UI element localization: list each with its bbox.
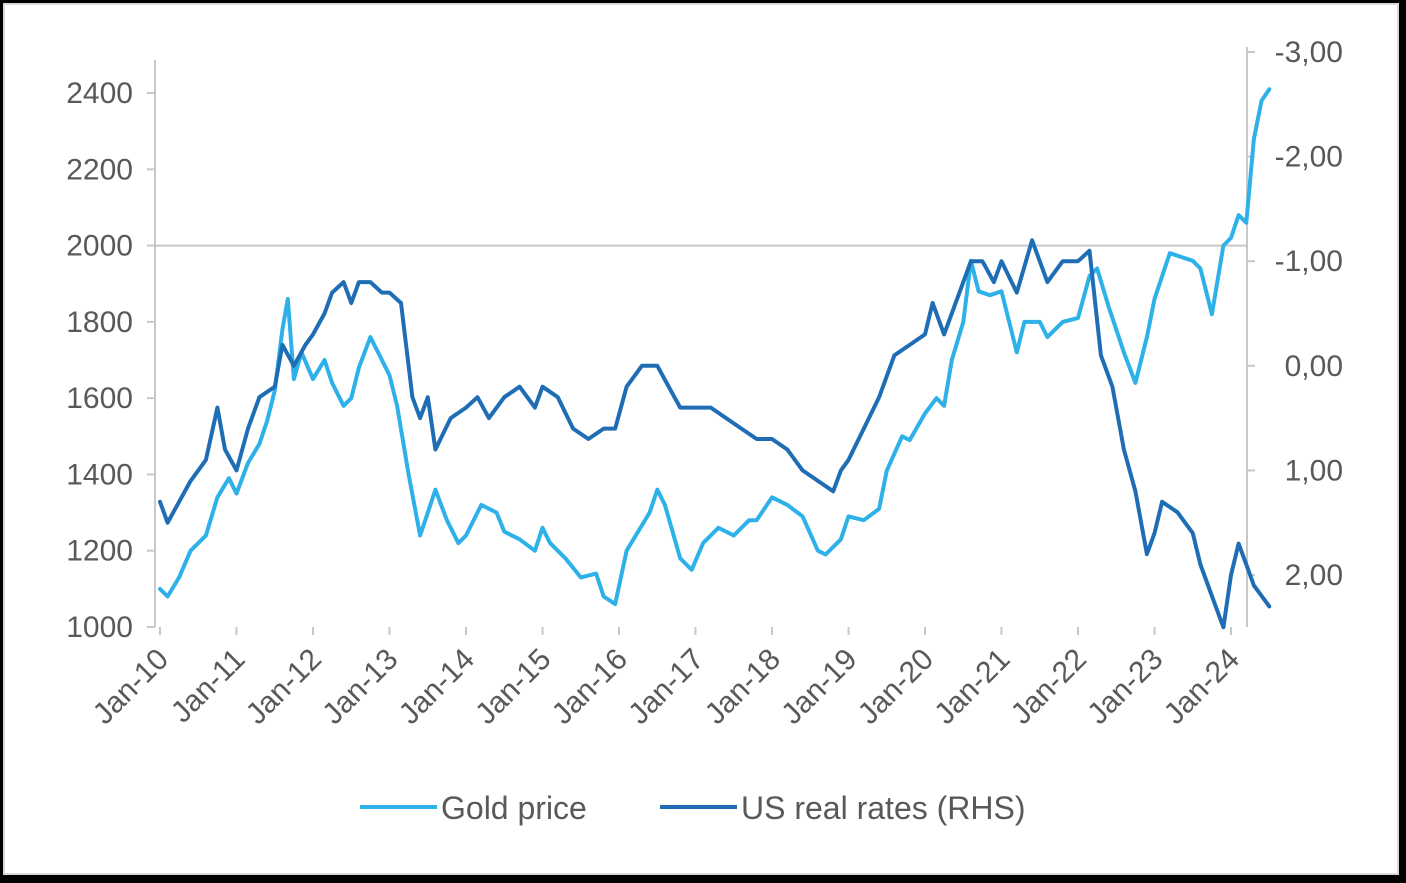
x-tick-label: Jan-24 bbox=[1158, 643, 1246, 731]
x-tick-label: Jan-20 bbox=[852, 643, 940, 731]
right-tick-label: -2,00 bbox=[1275, 141, 1343, 174]
x-tick-label: Jan-21 bbox=[928, 643, 1016, 731]
x-tick-label: Jan-11 bbox=[165, 643, 252, 730]
right-axis-ticks: 2,00 1,00 0,00 -1,00 -2,00 -3,00 bbox=[1247, 36, 1343, 592]
left-tick-label: 1200 bbox=[66, 535, 133, 568]
x-tick-label: Jan-13 bbox=[316, 643, 404, 731]
x-tick-label: Jan-18 bbox=[699, 643, 787, 731]
x-tick-label: Jan-23 bbox=[1081, 643, 1169, 731]
series-layer bbox=[158, 87, 1272, 630]
x-tick-label: Jan-14 bbox=[393, 643, 481, 731]
left-tick-label: 1400 bbox=[66, 458, 133, 491]
left-tick-label: 2400 bbox=[66, 77, 133, 110]
legend-label-us-real-rates: US real rates (RHS) bbox=[741, 790, 1026, 826]
left-tick-label: 1800 bbox=[66, 306, 133, 339]
x-tick-label: Jan-19 bbox=[775, 643, 863, 731]
chart-frame: 1000 1200 1400 1600 1800 2000 2200 2400 2,00 1,0… bbox=[3, 3, 1399, 875]
left-tick-label: 2000 bbox=[66, 230, 133, 263]
left-tick-label: 1000 bbox=[66, 611, 133, 644]
legend: Gold price US real rates (RHS) bbox=[360, 790, 1026, 826]
right-tick-label: 1,00 bbox=[1285, 454, 1343, 487]
right-tick-label: 2,00 bbox=[1285, 559, 1343, 592]
x-tick-label: Jan-22 bbox=[1005, 643, 1093, 731]
series-line-us-real-rates bbox=[158, 238, 1272, 630]
x-tick-label: Jan-16 bbox=[546, 643, 634, 731]
right-tick-label: -1,00 bbox=[1275, 245, 1343, 278]
left-tick-label: 1600 bbox=[66, 382, 133, 415]
x-axis-ticks: Jan-10Jan-11Jan-12Jan-13Jan-14Jan-15Jan-… bbox=[87, 627, 1246, 731]
x-tick-label: Jan-17 bbox=[622, 643, 710, 731]
x-tick-label: Jan-10 bbox=[87, 643, 175, 731]
series-line-gold-price bbox=[158, 87, 1272, 607]
x-tick-label: Jan-15 bbox=[469, 643, 557, 731]
legend-label-gold-price: Gold price bbox=[441, 790, 587, 826]
left-tick-label: 2200 bbox=[66, 153, 133, 186]
chart: 1000 1200 1400 1600 1800 2000 2200 2400 2,00 1,0… bbox=[66, 36, 1343, 826]
right-tick-label: 0,00 bbox=[1285, 350, 1343, 383]
left-axis-ticks: 1000 1200 1400 1600 1800 2000 2200 2400 bbox=[66, 77, 155, 644]
x-tick-label: Jan-12 bbox=[240, 643, 328, 731]
right-tick-label: -3,00 bbox=[1275, 36, 1343, 69]
axes bbox=[154, 47, 1248, 627]
